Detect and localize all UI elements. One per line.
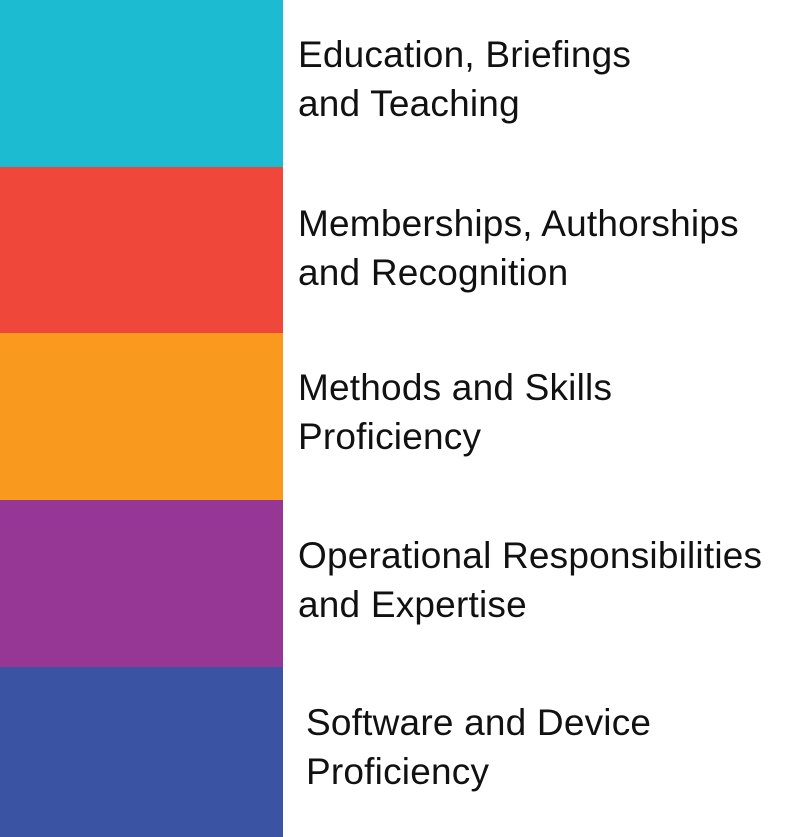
color-swatch-operational <box>0 500 283 667</box>
legend-item-software: Software and Device Proficiency <box>0 667 812 837</box>
legend-label-methods: Methods and Skills Proficiency <box>298 367 613 457</box>
legend-label-education: Education, Briefings and Teaching <box>298 34 632 124</box>
color-swatch-methods <box>0 333 283 500</box>
legend-item-education: Education, Briefings and Teaching <box>0 0 812 167</box>
legend-label-software: Software and Device Proficiency <box>306 702 652 792</box>
color-swatch-memberships <box>0 167 283 333</box>
legend-item-methods: Methods and Skills Proficiency <box>0 333 812 500</box>
color-swatch-software <box>0 667 283 837</box>
color-swatch-education <box>0 0 283 167</box>
legend-item-memberships: Memberships, Authorships and Recognition <box>0 167 812 333</box>
legend-label-operational: Operational Responsibilities and Experti… <box>298 535 763 625</box>
legend-label-memberships: Memberships, Authorships and Recognition <box>298 203 739 293</box>
legend-item-operational: Operational Responsibilities and Experti… <box>0 500 812 667</box>
